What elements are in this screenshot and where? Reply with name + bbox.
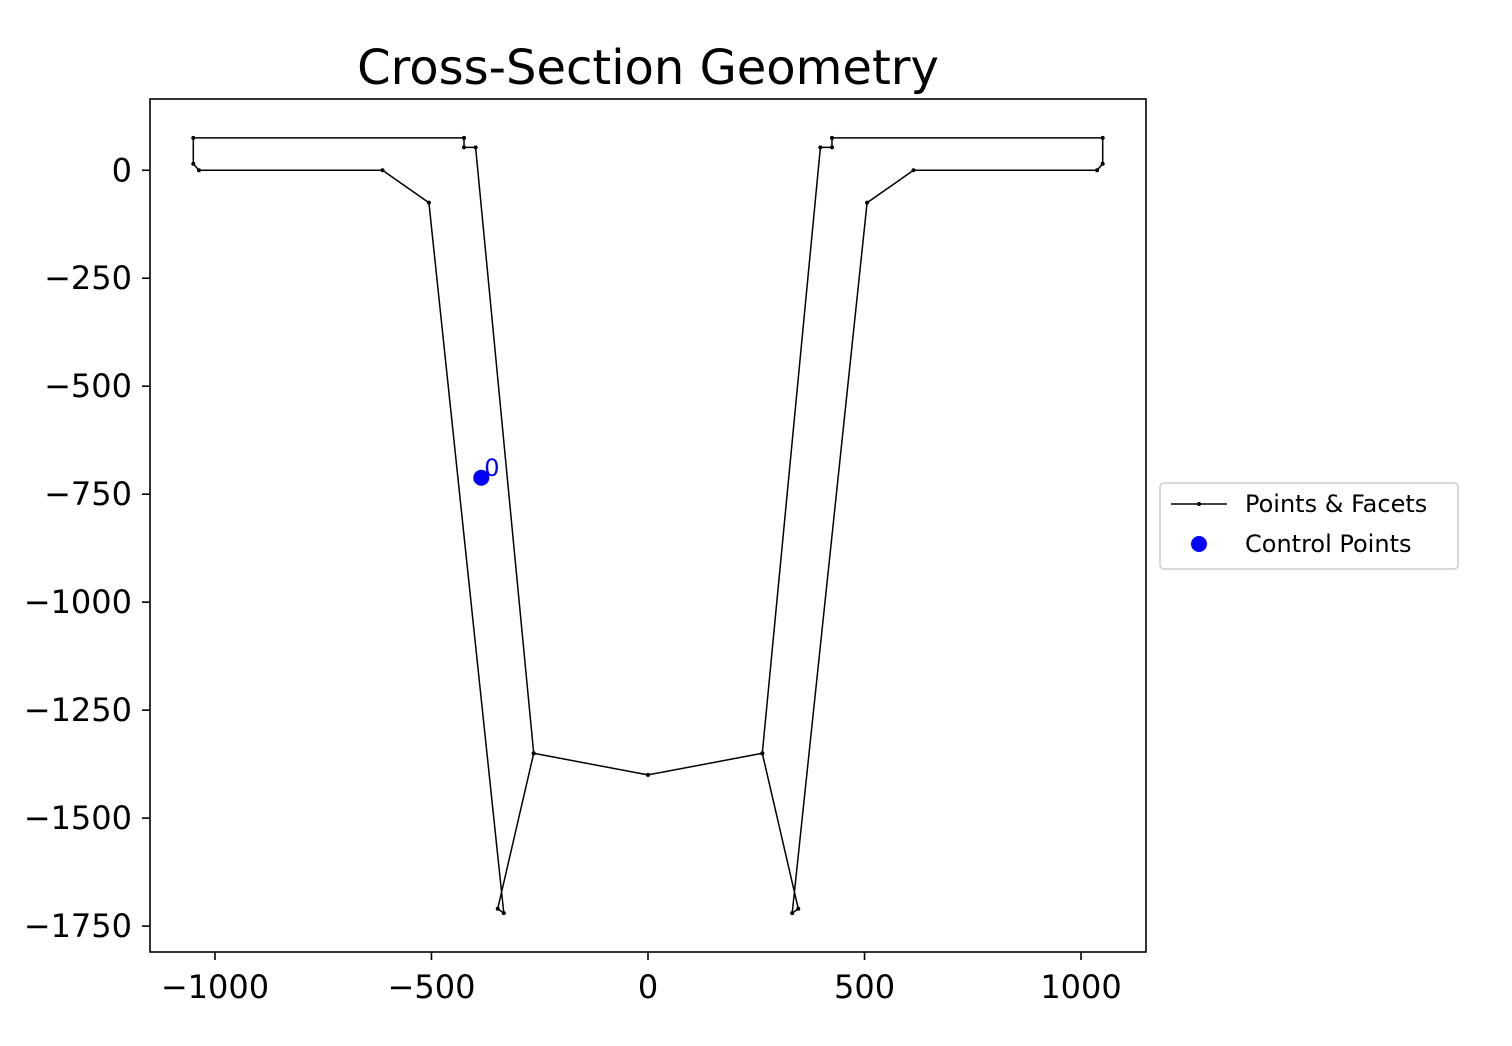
facet-vertex <box>461 135 466 140</box>
y-tick-label: −1500 <box>24 799 132 837</box>
control-point-layer: 0 <box>473 454 500 486</box>
y-axis: 0 −250 −500 −750 −1000 −1250 −1500 −1750 <box>24 151 150 945</box>
facet-vertex <box>495 906 500 911</box>
facet-vertex <box>911 168 916 173</box>
facet-vertex <box>191 161 196 166</box>
y-tick-label: −1000 <box>24 583 132 621</box>
plot-frame <box>149 98 1147 953</box>
legend-control-marker <box>1191 536 1207 552</box>
control-point-label: 0 <box>484 454 499 482</box>
facet-vertex <box>473 145 478 150</box>
facet-vertex <box>818 145 823 150</box>
facet-vertex <box>1095 168 1100 173</box>
facet-layer <box>191 135 1105 916</box>
x-tick-label: 1000 <box>1040 968 1121 1006</box>
facet-vertex <box>426 200 431 205</box>
y-tick-label: −1750 <box>24 907 132 945</box>
facet-vertex <box>191 135 196 140</box>
x-tick-label: 500 <box>834 968 895 1006</box>
facet-vertex <box>830 135 835 140</box>
x-tick-label: −500 <box>388 968 476 1006</box>
facet-vertex <box>830 145 835 150</box>
y-tick-label: −500 <box>44 367 132 405</box>
y-tick-label: −1250 <box>24 691 132 729</box>
facet-vertex <box>760 751 765 756</box>
chart-title: Cross-Section Geometry <box>357 40 939 96</box>
facet-vertex <box>461 145 466 150</box>
legend-label-control-points: Control Points <box>1245 530 1411 558</box>
legend-facets-marker <box>1197 502 1201 506</box>
y-tick-label: 0 <box>112 151 132 189</box>
facet-vertex <box>646 772 650 777</box>
x-tick-label: −1000 <box>161 968 269 1006</box>
legend-box <box>1159 482 1459 570</box>
facet-vertex <box>796 906 801 911</box>
x-axis: −1000 −500 0 500 1000 <box>161 952 1122 1006</box>
legend: Points & Facets Control Points <box>1159 482 1459 570</box>
y-tick-label: −250 <box>44 259 132 297</box>
facet-vertex <box>865 200 870 205</box>
facet-vertex <box>380 168 385 173</box>
facets-outline <box>192 137 1104 915</box>
x-tick-label: 0 <box>638 968 658 1006</box>
facet-vertex <box>531 751 536 756</box>
facet-vertex <box>501 911 506 916</box>
facet-vertex <box>1100 161 1105 166</box>
y-tick-label: −750 <box>44 475 132 513</box>
facet-vertex <box>790 911 795 916</box>
legend-label-points-facets: Points & Facets <box>1245 490 1427 518</box>
facet-vertex <box>196 168 201 173</box>
facet-vertex <box>1100 135 1105 140</box>
control-point <box>473 469 490 486</box>
